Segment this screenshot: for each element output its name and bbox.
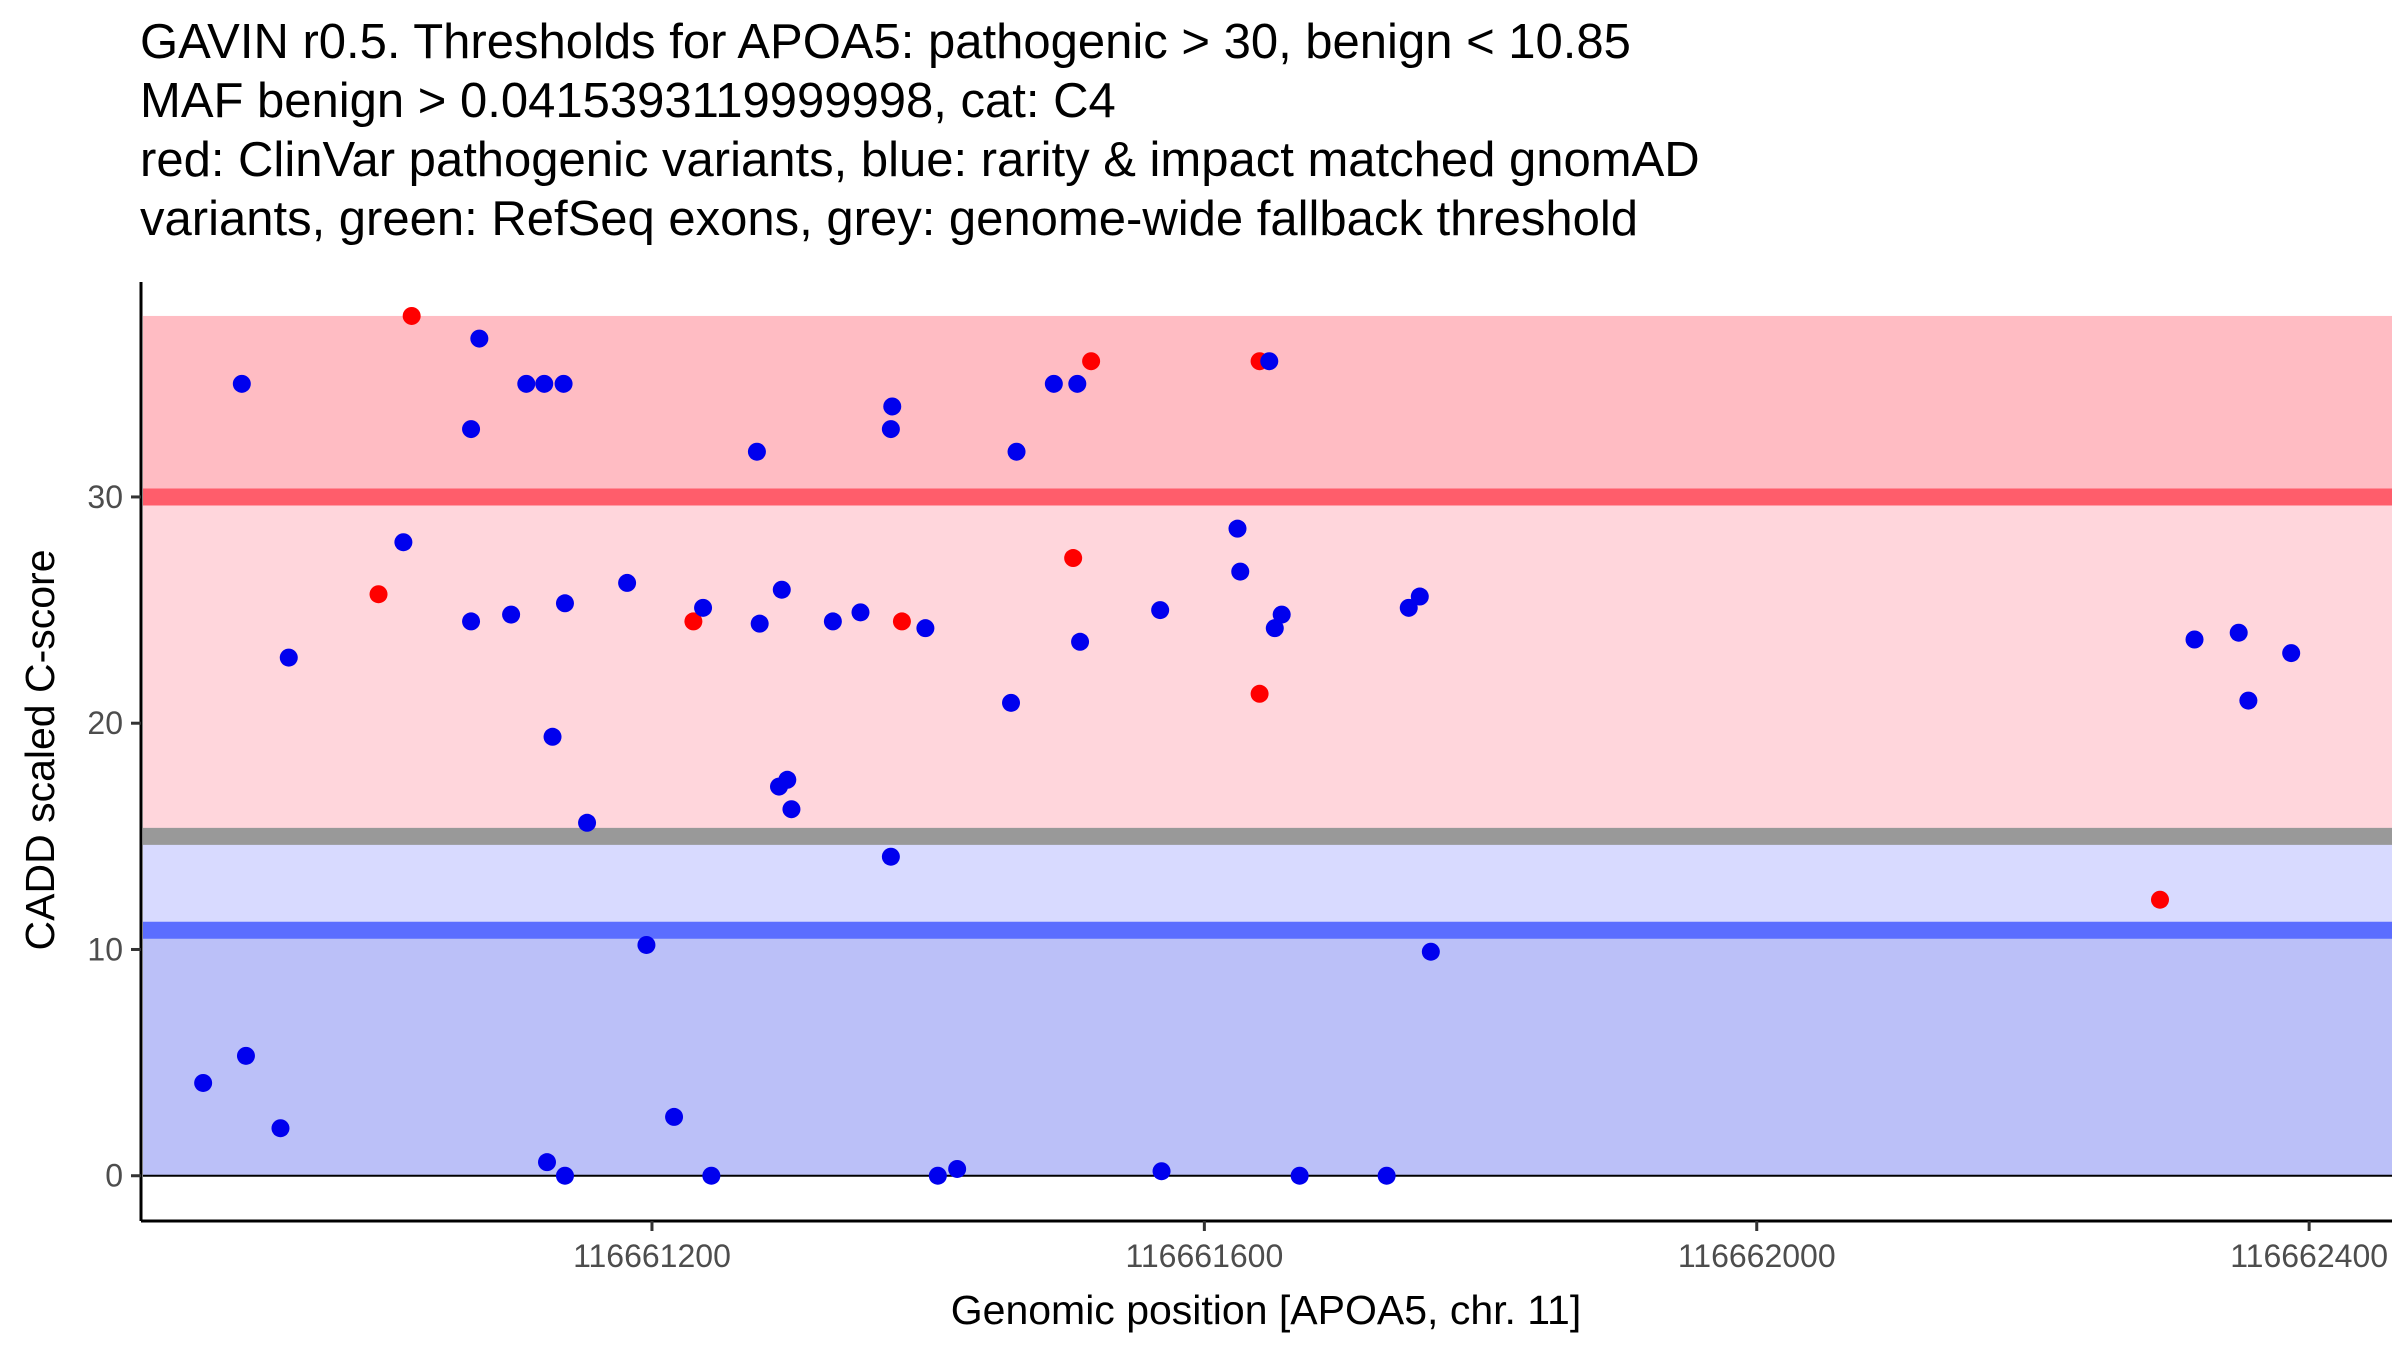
threshold-bands [143,315,2392,1176]
gnomad-point [851,603,870,622]
gnomad-point [881,420,900,439]
benign-upper-band [143,836,2392,931]
title-line-3: red: ClinVar pathogenic variants, blue: … [140,133,1700,187]
gnomad-point [750,614,769,633]
gnomad-point [535,374,554,393]
gnomad-point [502,605,521,624]
x-tick-label: 116661200 [573,1238,731,1274]
gnomad-point [702,1166,721,1185]
gnomad-point [232,374,251,393]
gnomad-point [1399,598,1418,617]
gnomad-point [1265,619,1284,638]
gnomad-point [883,397,902,416]
gnomad-point [236,1046,255,1065]
gnomad-point [517,374,536,393]
clinvar-point [1082,352,1101,371]
gnomad-point [823,612,842,631]
gnomad-series [194,329,2301,1185]
gnomad-point [618,573,637,592]
gnomad-point [1151,601,1170,620]
gnomad-point [1290,1166,1309,1185]
title-line-4: variants, green: RefSeq exons, grey: gen… [140,192,1638,246]
gnomad-point [2239,691,2258,710]
gnomad-point [948,1159,967,1178]
gnomad-point [394,533,413,552]
gnomad-point [1377,1166,1396,1185]
benign-lower-band [143,930,2392,1176]
gnomad-point [279,648,298,667]
gnomad-point [555,594,574,613]
gnomad-point [1071,632,1090,651]
gnomad-point [694,598,713,617]
gnomad-point [1044,374,1063,393]
gnomad-point [555,1166,574,1185]
gnomad-point [1260,352,1279,371]
threshold-lines [143,488,2392,1177]
pathogenic-mid-band [143,496,2392,837]
gnomad-point [1272,605,1291,624]
chart-title: GAVIN r0.5. Thresholds for APOA5: pathog… [140,15,1700,246]
gnomad-point [271,1119,290,1138]
y-tick-label: 20 [87,705,123,741]
x-axis-title: Genomic position [APOA5, chr. 11] [951,1287,1582,1333]
gnomad-point [928,1166,947,1185]
gnomad-point [194,1073,213,1092]
gnomad-point [538,1153,557,1172]
y-tick-label: 10 [87,931,123,967]
x-tick-label: 116662000 [1678,1238,1836,1274]
y-tick-label: 0 [105,1158,123,1194]
x-tick-label: 116661600 [1125,1238,1283,1274]
title-line-1: GAVIN r0.5. Thresholds for APOA5: pathog… [140,15,1631,69]
clinvar-point [1064,549,1083,568]
clinvar-point [402,306,421,325]
clinvar-point [892,612,911,631]
gnomad-point [543,727,562,746]
gnomad-point [2229,623,2248,642]
gnomad-point [554,374,573,393]
gnomad-point [772,580,791,599]
gnomad-point [665,1107,684,1126]
gnomad-point [2185,630,2204,649]
gnomad-point [637,935,656,954]
gnomad-point [782,800,801,819]
clinvar-point [684,612,703,631]
y-tick-label: 30 [87,479,123,515]
clinvar-series [369,306,2169,909]
gnomad-point [1068,374,1087,393]
data-points [194,306,2301,1185]
gnomad-point [1007,442,1026,461]
x-axis-ticks: 116661200 116661600 116662000 116662400 [573,1221,2388,1274]
clinvar-point [1250,684,1269,703]
gnomad-point [1228,519,1247,538]
gnomad-point [1002,693,1021,712]
gnomad-point [747,442,766,461]
gnomad-point [470,329,489,348]
x-tick-label: 116662400 [2230,1238,2388,1274]
gnomad-point [2282,644,2301,663]
gnomad-point [1410,587,1429,606]
y-axis-ticks: 0 10 20 30 [87,479,141,1194]
gnomad-point [1421,942,1440,961]
pathogenic-high-band [143,315,2392,497]
clinvar-point [369,585,388,604]
clinvar-point [2150,890,2169,909]
gnomad-point [578,813,597,832]
y-axis-title: CADD scaled C-score [17,550,63,951]
gnomad-point [778,770,797,789]
title-line-2: MAF benign > 0.0415393119999998, cat: C4 [140,74,1116,128]
gnomad-point [462,612,481,631]
gnomad-point [1231,562,1250,581]
gnomad-point [881,847,900,866]
gnomad-point [916,619,935,638]
gnomad-point [462,420,481,439]
gnomad-point [1152,1162,1171,1181]
